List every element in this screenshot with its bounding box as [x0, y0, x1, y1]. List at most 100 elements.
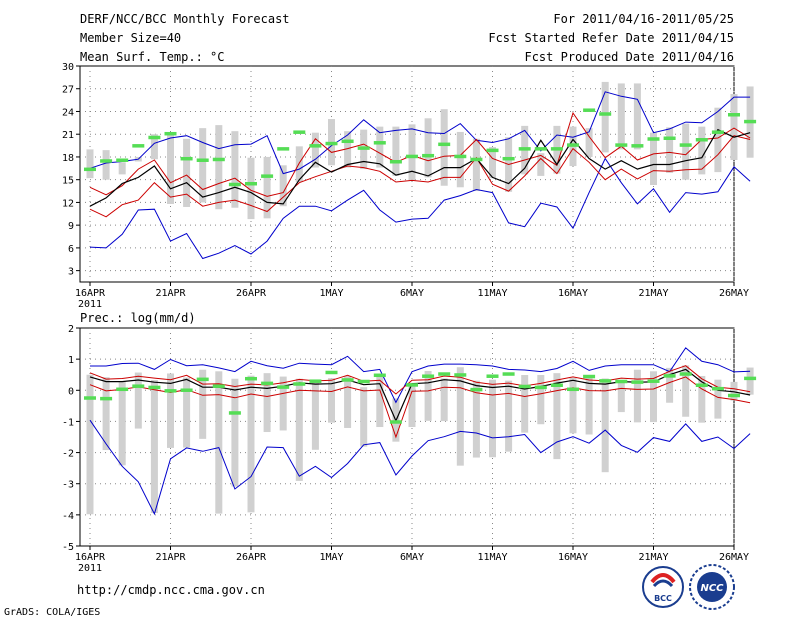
prec-median-marker [647, 379, 660, 383]
temp-x-tick-label: 1MAY [319, 288, 343, 299]
temp-y-tick-label: 24 [62, 107, 74, 118]
temp-median-marker [373, 141, 386, 145]
source-url[interactable]: http://cmdp.ncc.cma.gov.cn [77, 583, 265, 597]
prec-spread-box [601, 378, 609, 473]
prec-median-marker [277, 385, 290, 389]
temp-median-marker [583, 108, 596, 112]
svg-text:NCC: NCC [700, 583, 724, 594]
prec-spread-box [183, 377, 191, 448]
temp-median-marker [567, 143, 579, 147]
prec-spread-box [569, 377, 577, 434]
temp-median-marker [744, 119, 757, 124]
prec-spread-box [505, 380, 513, 452]
temp-y-tick-label: 27 [62, 85, 74, 96]
temp-lower-line [89, 135, 751, 218]
temp-median-marker [116, 158, 129, 162]
temp-median-marker [728, 113, 740, 117]
temp-spread-box [199, 128, 207, 203]
prec-median-marker [695, 383, 708, 387]
temp-median-marker [534, 147, 547, 151]
temp-median-marker [228, 182, 241, 187]
prec-median-marker [373, 373, 386, 378]
temp-spread-box [633, 83, 641, 150]
prec-spread-box [746, 367, 754, 395]
prec-min-line [89, 419, 751, 516]
temp-median-marker [631, 144, 644, 148]
prec-upper-line [89, 365, 751, 395]
prec-y-tick-label: 2 [68, 324, 74, 335]
temp-median-marker [357, 146, 370, 150]
temp-median-marker [325, 141, 338, 146]
temp-spread-box [392, 126, 400, 176]
prec-median-marker [84, 396, 96, 400]
temp-x-tick-label: 6MAY [400, 288, 424, 299]
prec-median-marker [341, 378, 354, 382]
prec-spread-box [199, 369, 207, 439]
prec-spread-box [666, 367, 674, 403]
temp-median-marker [615, 143, 628, 147]
temp-x-tick-label: 16MAY [558, 288, 588, 299]
temp-spread-box [682, 123, 690, 180]
prec-spread-box [134, 372, 142, 429]
temp-x-tick-label: 16APR [75, 288, 106, 299]
prec-spread-box [311, 382, 319, 450]
prec-spread-box [553, 373, 561, 460]
prec-median-marker [583, 374, 596, 379]
prec-median-marker [309, 379, 322, 383]
temp-median-marker [212, 157, 225, 162]
temp-median-marker [132, 144, 145, 148]
temp-year-label: 2011 [78, 299, 102, 310]
prec-frame [79, 327, 735, 547]
prec-median-marker [357, 379, 370, 384]
prec-spread-box [376, 374, 384, 428]
temp-spread-box [118, 162, 126, 175]
chart-title: DERF/NCC/BCC Monthly Forecast [80, 12, 290, 26]
temp-spread-box [666, 127, 674, 173]
temp-spread-box [344, 131, 352, 168]
forecast-period: For 2011/04/16-2011/05/25 [553, 12, 734, 26]
temp-median-marker [196, 158, 209, 162]
temp-spread-box [585, 128, 593, 157]
temp-median-marker [438, 142, 451, 147]
prec-y-tick-label: 1 [68, 355, 74, 366]
temp-median-marker [663, 136, 676, 140]
prec-y-tick-label: -2 [62, 449, 74, 460]
prec-spread-box [682, 365, 690, 417]
precipitation-panel: -5 -4 -3 -2 -1 0 1 2 16APR 21APR 26APR 1MAY 6MAY 11MA… [62, 324, 757, 574]
prec-x-tick-label: 21APR [155, 552, 186, 563]
prec-spread-box [167, 373, 174, 448]
prec-median-marker [389, 420, 402, 424]
temp-median-marker [148, 135, 161, 140]
temp-median-marker [518, 147, 531, 151]
prec-x-tick-label: 26APR [236, 552, 267, 563]
prec-spread-box [650, 371, 657, 423]
prec-x-tick-label: 21MAY [638, 552, 668, 563]
prec-spread-box [617, 381, 625, 413]
temp-x-tick-label: 21APR [155, 288, 186, 299]
prec-median-marker [615, 379, 628, 384]
temp-y-tick-label: 21 [62, 130, 74, 141]
temp-spread-box [231, 131, 239, 208]
temp-spread-box [601, 81, 609, 153]
prec-median-marker [164, 389, 177, 393]
prec-spread-box [279, 376, 287, 431]
grads-credit: GrADS: COLA/IGES [4, 607, 100, 618]
temp-spread-box [247, 157, 255, 220]
temp-median-marker [164, 131, 177, 136]
temp-median-marker [245, 181, 257, 186]
member-size-label: Member Size=40 [80, 31, 181, 45]
prec-median-marker [728, 393, 740, 398]
temp-median-marker [695, 138, 708, 142]
prec-median-marker [502, 372, 515, 376]
temp-spread-box [408, 124, 416, 181]
prec-spread-box [247, 375, 255, 513]
temp-median-marker [470, 157, 483, 162]
prec-median-marker [228, 411, 241, 415]
prec-spread-box [440, 378, 448, 422]
prec-spread-box [360, 387, 368, 447]
temp-max-line [89, 91, 751, 175]
prec-median-marker [663, 374, 676, 378]
prec-median-marker [293, 382, 306, 386]
temp-spread-box [456, 131, 464, 188]
